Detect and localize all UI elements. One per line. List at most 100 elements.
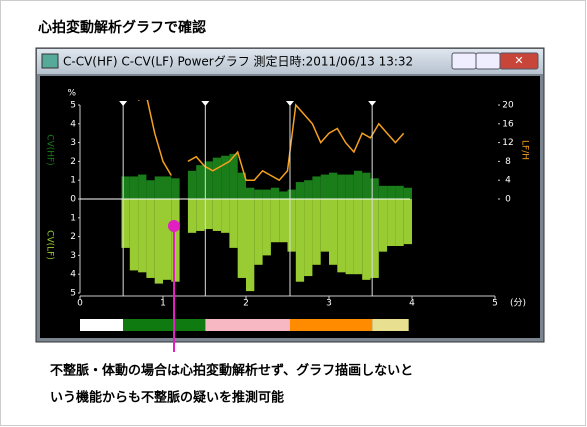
area-bar [187,170,197,199]
area-bar [287,189,296,199]
area-bar [221,155,230,199]
area-bar [395,185,404,199]
area-bar [320,199,329,252]
area-bar [246,187,255,199]
x-tick-label: 4 [409,299,415,309]
caption-line: いう機能からも不整脈の疑いを推測可能 [50,390,284,406]
area-bar [312,199,321,265]
y-tick-label: 1 [70,176,76,186]
close-button[interactable] [499,52,539,70]
area-bar [403,187,412,199]
marker-triangle [201,101,210,106]
area-bar [295,182,305,199]
close-icon: ✕ [514,54,523,67]
area-bar [129,199,139,271]
marker-triangle [285,101,294,106]
axis-label: CV(HF) [45,134,55,165]
x-unit: (分) [510,298,526,309]
axis-label: LF/H [520,140,530,160]
area-bar [304,199,313,277]
y-tick-label: 2 [70,157,76,167]
area-bar [237,172,246,199]
area-bar [304,180,313,199]
x-tick-label: 2 [243,299,249,309]
area-bar [353,170,363,199]
marker-triangle [368,101,377,106]
area-bar [146,199,155,278]
area-bar [353,199,363,275]
ratio-line [187,103,405,182]
area-bar [403,199,412,245]
area-bar [345,174,354,199]
ratio-line [137,100,172,176]
area-bar [229,199,238,248]
area-bar [262,199,271,256]
area-bar [229,153,238,199]
area-bar [154,199,163,284]
y-tick-label: 5 [70,101,76,111]
area-bar [146,180,155,199]
area-bar [362,199,371,280]
callout-dot [168,220,180,232]
area-bar [345,199,354,275]
page-title: 心拍変動解析グラフで確認 [38,19,206,36]
area-bar [196,199,205,231]
y2-tick-label: 0 [505,195,511,205]
area-bar [204,161,213,199]
area-bar [196,165,205,199]
area-bar [320,174,329,199]
phase-band [205,319,290,331]
maximize-button[interactable] [475,52,501,70]
area-bar [378,199,388,252]
phase-band [123,319,206,331]
area-bar [387,199,396,246]
area-bar [370,178,379,199]
area-bar [370,199,379,278]
area-bar [387,185,396,199]
area-bar [138,174,147,199]
y-tick-label: 1 [70,213,76,223]
y2-tick-label: 4 [505,176,511,186]
y-tick-label: 4 [70,119,76,129]
area-bar [204,199,213,230]
area-bar [395,199,404,246]
area-bar [121,176,130,199]
window-title: C-CV(HF) C-CV(LF) Powerグラフ 測定日時:2011/06/… [63,54,413,69]
x-tick-label: 5 [492,299,498,309]
area-bar [295,199,305,282]
y2-tick-label: 8 [505,157,511,167]
minimize-button[interactable] [451,52,477,70]
phase-band [80,319,124,331]
area-bar [121,199,130,248]
area-bar [287,199,296,252]
y-tick-label: 5 [70,289,76,299]
y-tick-label: 3 [70,138,76,148]
area-bar [171,199,180,282]
area-bar [212,199,222,231]
area-bar [378,185,388,199]
area-bar [262,189,271,199]
area-bar [237,199,246,278]
x-tick-label: 0 [77,299,83,309]
area-bar [129,176,139,199]
area-bar [329,172,338,199]
area-bar [138,199,147,273]
area-bar [329,199,338,265]
area-bar [254,189,263,199]
area-bar [187,199,197,233]
area-bar [270,187,280,199]
area-bar [163,176,172,199]
y2-tick-label: 12 [502,138,513,148]
caption-line: 不整脈・体動の場合は心拍変動解析せず、グラフ描画しないと [50,363,413,379]
area-bar [254,199,263,265]
area-bar [212,157,222,199]
y-tick-label: 4 [70,270,76,280]
area-bar [246,199,255,292]
app-icon [41,53,59,69]
area-bar [337,199,346,273]
area-bar [163,199,172,280]
area-bar [279,199,288,243]
y2-tick-label: 16 [502,119,514,129]
area-bar [171,178,180,199]
